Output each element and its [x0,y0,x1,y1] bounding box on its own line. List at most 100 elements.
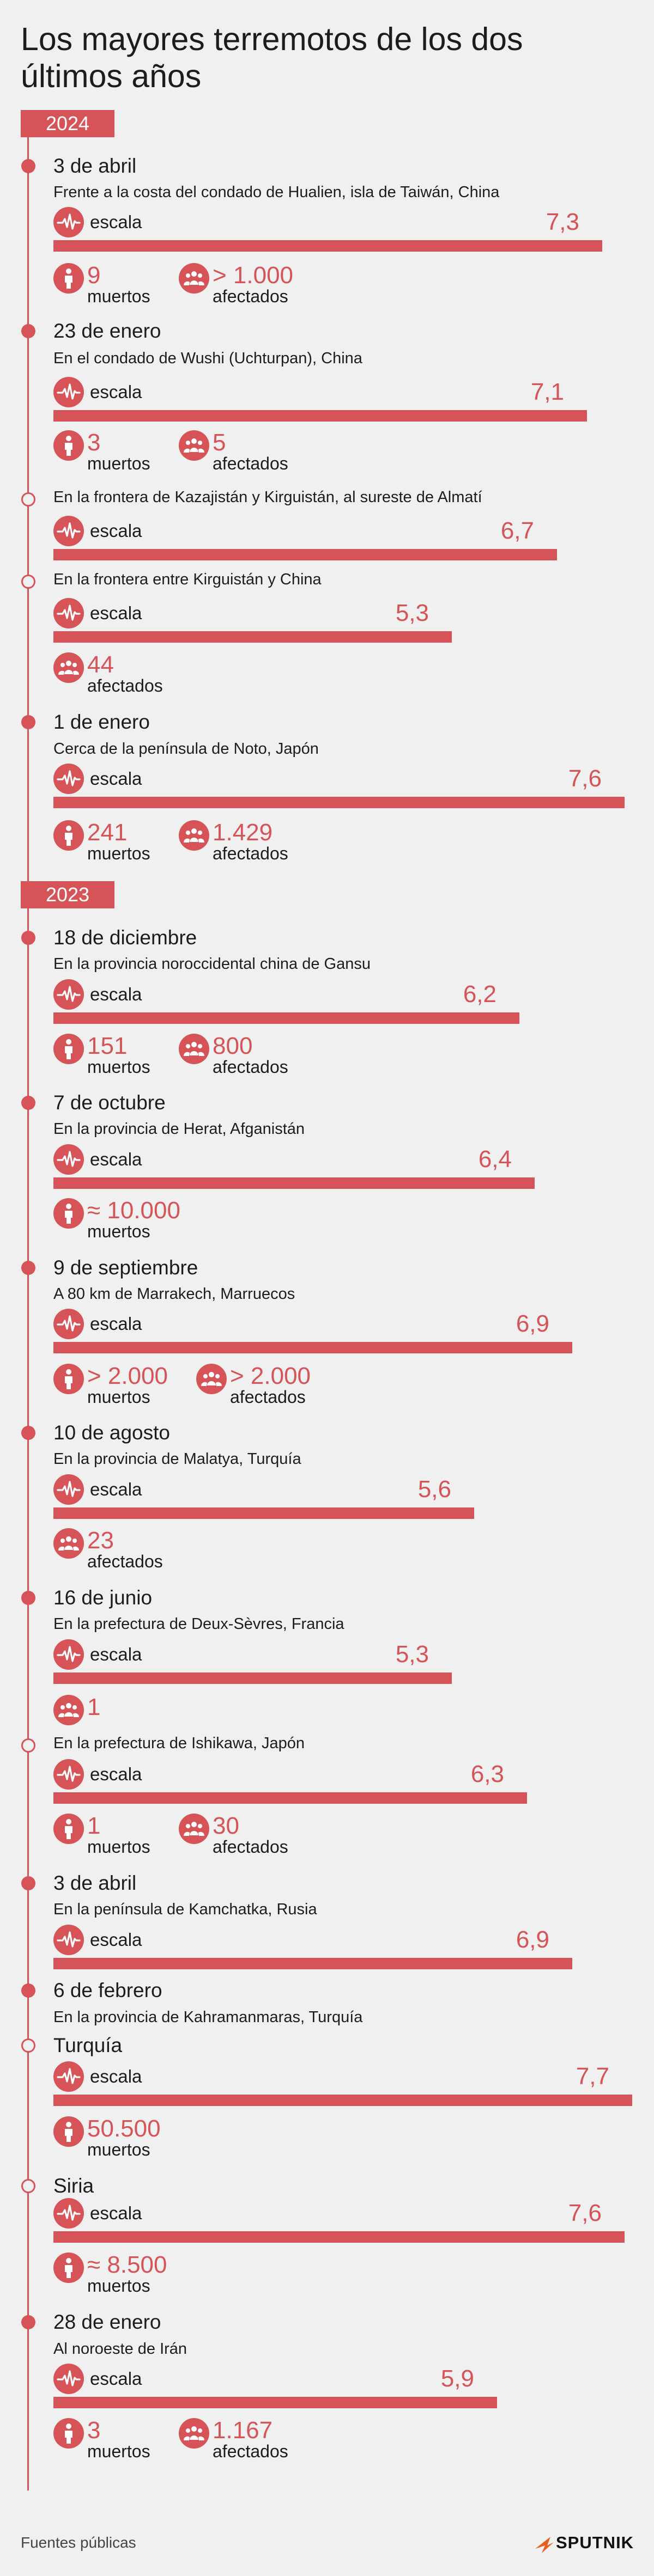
affected-label: afectados [213,1837,288,1857]
brand-name: SPUTNIK [556,2533,634,2552]
magnitude-value: 7,6 [568,2200,602,2226]
magnitude-value: 6,9 [516,1310,549,1337]
scale-label: escala [90,603,142,623]
event-country: Siria [53,2175,94,2197]
person-icon [53,1814,84,1844]
deaths-label: muertos [87,1057,150,1077]
deaths-label: muertos [87,1837,150,1857]
affected-count: > 1.000 [213,262,294,289]
deaths-count: 241 [87,819,128,846]
page-title: Los mayores terremotos de los dos último… [21,21,523,94]
magnitude-bar [53,240,602,252]
magnitude-value: 6,2 [463,981,496,1008]
event-location: En la provincia noroccidental china de G… [53,955,371,973]
seismograph-icon [53,1639,84,1670]
person-icon [53,263,84,294]
magnitude-value: 5,6 [417,1476,451,1503]
magnitude-bar [53,1177,535,1189]
affected-label: afectados [213,1057,288,1077]
timeline-dot [21,324,35,338]
timeline-dot [21,931,35,945]
person-icon [53,2253,84,2283]
seismograph-icon [53,598,84,628]
seismograph-icon [53,377,84,407]
event-date: 16 de junio [53,1586,153,1609]
affected-label: afectados [230,1387,306,1407]
person-icon [53,2116,84,2147]
scale-label: escala [90,1149,142,1169]
magnitude-bar [53,1792,527,1804]
person-icon [53,820,84,851]
magnitude-value: 5,9 [440,2365,474,2392]
event-date: 23 de enero [53,320,161,342]
seismograph-icon [53,979,84,1010]
magnitude-bar [53,631,452,643]
deaths-count: ≈ 8.500 [87,2251,167,2278]
seismograph-icon [53,1474,84,1505]
timeline-dot [21,1876,35,1890]
people-icon [179,430,209,461]
magnitude-bar [53,797,625,808]
timeline-dot [21,2315,35,2329]
affected-count: > 2.000 [230,1363,311,1389]
event-location: En la prefectura de Deux-Sèvres, Francia [53,1615,344,1633]
seismograph-icon [53,1759,84,1790]
seismograph-icon [53,516,84,546]
deaths-label: muertos [87,1387,150,1407]
seismograph-icon [53,2198,84,2229]
timeline-dot [21,575,35,589]
affected-label: afectados [213,2441,288,2461]
seismograph-icon [53,764,84,794]
people-icon [53,1528,84,1559]
magnitude-value: 5,3 [395,600,429,626]
sputnik-logo-icon [535,2537,554,2553]
timeline-dot [21,492,35,506]
magnitude-bar [53,410,587,422]
event-date: 18 de diciembre [53,926,197,949]
deaths-label: muertos [87,2441,150,2461]
scale-label: escala [90,2066,142,2086]
magnitude-value: 7,7 [576,2063,609,2090]
scale-label: escala [90,1930,142,1950]
magnitude-bar [53,549,557,560]
magnitude-bar [53,1012,519,1024]
event-location: En la frontera de Kazajistán y Kirguistá… [53,489,482,506]
timeline-dot [21,715,35,729]
scale-label: escala [90,1644,142,1664]
magnitude-bar [53,1958,572,1969]
deaths-count: 3 [87,429,101,456]
deaths-label: muertos [87,454,150,473]
people-icon [53,1695,84,1725]
deaths-count: 1 [87,1812,101,1839]
affected-count: 30 [213,1812,239,1839]
person-icon [53,1364,84,1394]
people-icon [179,263,209,294]
event-date: 3 de abril [53,1872,137,1894]
affected-count: 23 [87,1527,114,1554]
event-date: 7 de octubre [53,1091,166,1114]
magnitude-value: 7,3 [546,209,579,235]
deaths-count: 3 [87,2417,101,2444]
people-icon [179,1034,209,1064]
seismograph-icon [53,1144,84,1175]
scale-label: escala [90,2369,142,2389]
event-location: Frente a la costa del condado de Hualien… [53,184,500,201]
deaths-count: > 2.000 [87,1363,168,1389]
scale-label: escala [90,984,142,1004]
magnitude-value: 6,4 [478,1146,512,1173]
timeline-dot [21,1096,35,1110]
year-label: 2024 [21,110,114,137]
affected-count: 5 [213,429,226,456]
affected-count: 1.429 [213,819,273,846]
event-location: En la península de Kamchatka, Rusia [53,1901,317,1918]
people-icon [179,2418,209,2449]
scale-label: escala [90,2203,142,2223]
event-location: En la frontera entre Kirguistán y China [53,571,322,588]
event-location: Cerca de la península de Noto, Japón [53,740,319,758]
magnitude-bar [53,2397,497,2408]
magnitude-value: 6,7 [500,517,534,544]
scale-label: escala [90,1314,142,1334]
event-location: En la provincia de Malatya, Turquía [53,1450,301,1468]
deaths-count: ≈ 10.000 [87,1197,180,1224]
event-date: 9 de septiembre [53,1256,198,1279]
